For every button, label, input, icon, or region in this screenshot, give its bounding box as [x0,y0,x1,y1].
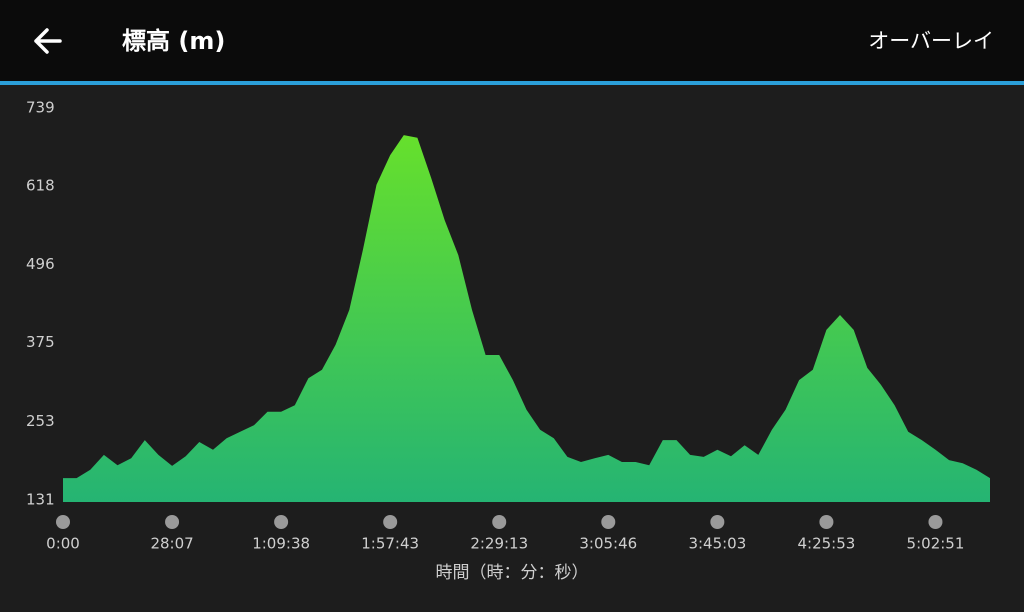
x-tick-dot [383,515,398,529]
y-tick-label: 618 [26,177,55,195]
x-tick-dot [928,515,943,529]
x-tick-dot [819,515,834,529]
x-tick-dot [601,515,616,529]
x-tick-label: 2:29:13 [470,535,528,553]
y-tick-label: 375 [26,333,55,351]
x-tick-label: 1:09:38 [252,535,310,553]
x-tick-dot [165,515,180,529]
x-tick-dot [492,515,507,529]
header-title: 標高 (m) [122,27,225,55]
elevation-area [63,135,990,502]
x-axis-title: 時間（時：分：秒） [436,563,589,583]
y-tick-label: 496 [26,255,55,273]
x-tick-label: 3:45:03 [688,535,746,553]
x-tick-label: 5:02:51 [907,535,965,553]
x-tick-label: 3:05:46 [579,535,637,553]
y-tick-label: 253 [26,412,55,430]
x-tick-dot [710,515,725,529]
overlay-button[interactable]: オーバーレイ [868,29,994,53]
x-tick-dot [274,515,289,529]
back-button[interactable] [34,28,62,54]
x-tick-dot [56,515,70,529]
y-tick-label: 739 [26,99,55,117]
x-tick-label: 28:07 [150,535,193,553]
header-bar [0,0,1024,82]
x-tick-label: 0:00 [46,535,80,553]
x-tick-label: 4:25:53 [797,535,855,553]
header-accent [0,81,1024,85]
x-tick-label: 1:57:43 [361,535,419,553]
y-tick-label: 131 [26,491,55,509]
